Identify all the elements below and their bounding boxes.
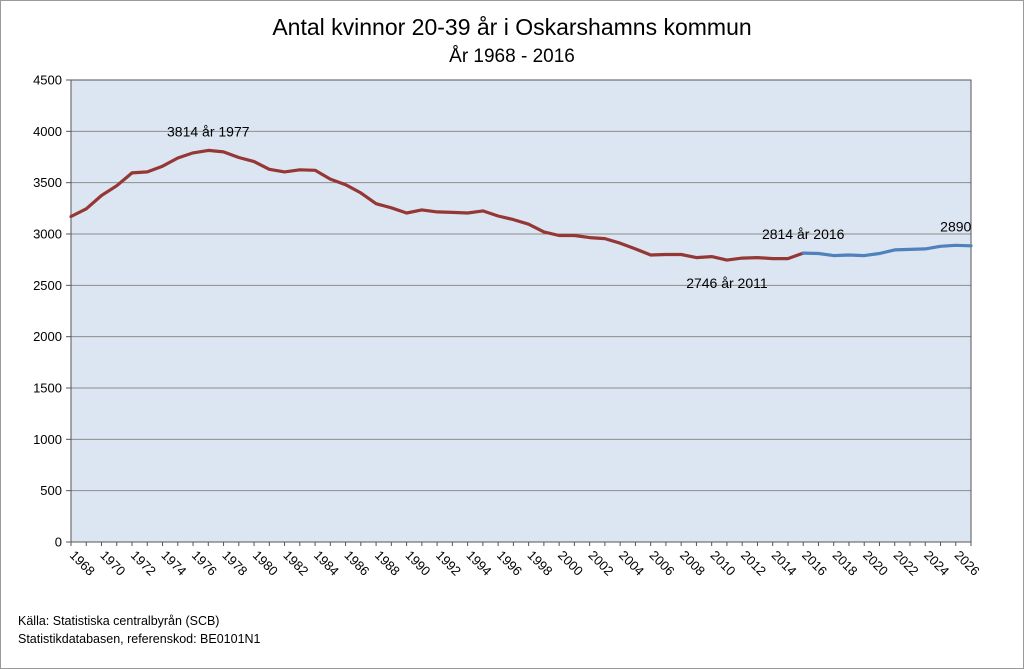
x-tick-label: 2018 — [830, 548, 861, 579]
x-tick-label: 1982 — [280, 548, 311, 579]
series-line-1 — [69, 148, 805, 262]
x-tick-label: 2020 — [860, 548, 891, 579]
x-tick-label: 2026 — [952, 548, 983, 579]
y-tick-label: 1000 — [33, 432, 62, 447]
x-tick-label: 2014 — [769, 548, 800, 579]
x-tick-label: 2000 — [555, 548, 586, 579]
x-tick-label: 2022 — [891, 548, 922, 579]
data-label: 2746 år 2011 — [686, 275, 768, 291]
x-tick-label: 1970 — [97, 548, 128, 579]
chart-subtitle: År 1968 - 2016 — [449, 46, 575, 67]
source-line-1: Källa: Statistiska centralbyrån (SCB) — [18, 614, 220, 628]
y-tick-label: 500 — [40, 483, 62, 498]
x-tick-label: 1988 — [372, 548, 403, 579]
y-tick-label: 0 — [55, 535, 62, 550]
y-tick-label: 3000 — [33, 227, 62, 242]
x-tick-label: 2008 — [677, 548, 708, 579]
plot-border — [70, 79, 972, 543]
x-tick-label: 1976 — [189, 548, 220, 579]
x-tick-label: 1974 — [158, 548, 189, 579]
x-tick-label: 1994 — [463, 548, 494, 579]
x-tick-label: 1984 — [311, 548, 342, 579]
x-tick-label: 2006 — [647, 548, 678, 579]
plot-area — [71, 80, 971, 542]
y-tick-label: 3500 — [33, 175, 62, 190]
x-tick-label: 1996 — [494, 548, 525, 579]
source-line-2: Statistikdatabasen, referenskod: BE0101N… — [18, 632, 261, 646]
x-tick-label: 2012 — [738, 548, 769, 579]
x-tick-label: 1990 — [402, 548, 433, 579]
data-label: 2890 — [940, 218, 971, 234]
x-tick-label: 2016 — [799, 548, 830, 579]
x-tick-label: 2004 — [616, 548, 647, 579]
series-line-2 — [801, 243, 973, 258]
x-tick-label: 1968 — [67, 548, 98, 579]
x-tick-label: 1986 — [341, 548, 372, 579]
y-tick-label: 4000 — [33, 124, 62, 139]
y-tick-label: 2500 — [33, 278, 62, 293]
y-tick-label: 4500 — [33, 73, 62, 88]
data-label: 3814 år 1977 — [167, 123, 250, 139]
x-tick-label: 2024 — [921, 548, 952, 579]
y-tick-label: 1500 — [33, 381, 62, 396]
x-tick-label: 1998 — [525, 548, 556, 579]
x-tick-label: 2002 — [586, 548, 617, 579]
y-tick-label: 2000 — [33, 329, 62, 344]
x-tick-label: 2010 — [708, 548, 739, 579]
x-tick-label: 1992 — [433, 548, 464, 579]
x-tick-label: 1972 — [128, 548, 159, 579]
x-tick-label: 1978 — [219, 548, 250, 579]
data-label: 2814 år 2016 — [762, 226, 845, 242]
chart-title: Antal kvinnor 20-39 år i Oskarshamns kom… — [272, 14, 752, 40]
x-tick-label: 1980 — [250, 548, 281, 579]
